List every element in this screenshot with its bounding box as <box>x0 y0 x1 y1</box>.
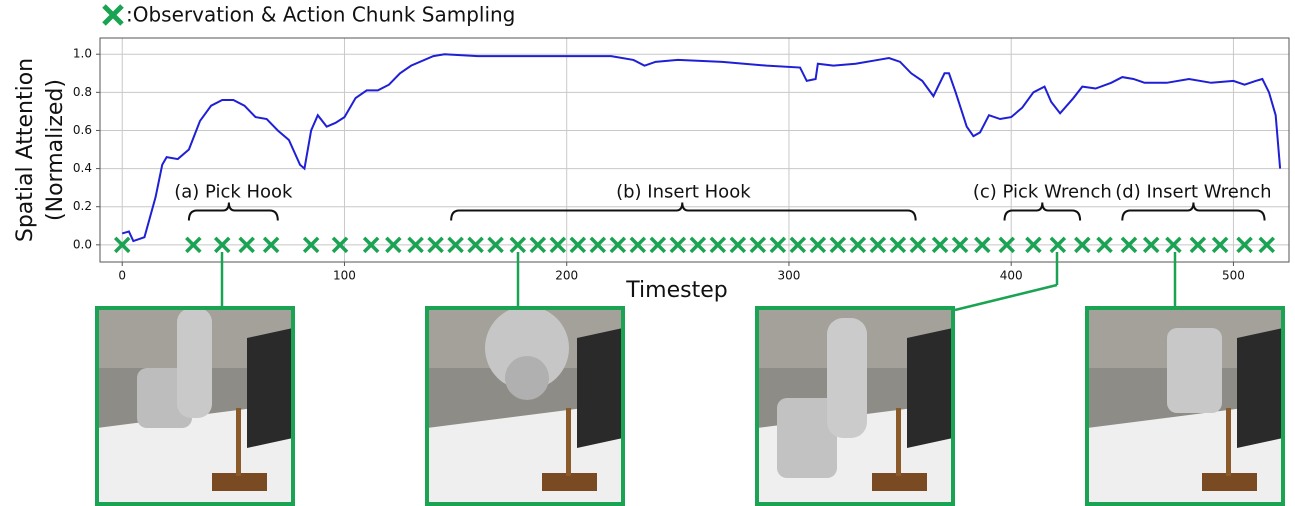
x-tick-label: 100 <box>333 269 356 283</box>
legend-label: :Observation & Action Chunk Sampling <box>126 3 515 27</box>
attention-line <box>122 54 1280 241</box>
x-tick-label: 300 <box>778 269 801 283</box>
x-tick-label: 400 <box>1000 269 1023 283</box>
x-tick-label: 200 <box>555 269 578 283</box>
image-panels <box>97 306 1283 504</box>
legend-marker <box>104 6 122 24</box>
annotation-label: (c) Pick Wrench <box>973 182 1112 203</box>
y-axis-label: Spatial Attention <box>13 58 38 242</box>
bracket <box>1122 203 1264 221</box>
annotation-label: (b) Insert Hook <box>616 182 751 203</box>
annotation-label: (a) Pick Hook <box>174 182 293 203</box>
image-panel <box>427 306 623 504</box>
x-axis-label: Timestep <box>625 278 727 303</box>
y-tick-label: 0.8 <box>73 85 92 99</box>
image-panel <box>1087 308 1283 504</box>
plot-frame <box>100 38 1289 262</box>
y-tick-label: 1.0 <box>73 47 92 61</box>
bracket <box>189 203 278 221</box>
image-panel <box>757 308 953 504</box>
annotation-label: (d) Insert Wrench <box>1115 182 1271 203</box>
legend: :Observation & Action Chunk Sampling <box>104 3 515 27</box>
y-tick-label: 0.2 <box>73 199 92 213</box>
x-tick-label: 500 <box>1222 269 1245 283</box>
y-tick-label: 0.4 <box>73 161 92 175</box>
y-tick-label: 0.0 <box>73 237 92 251</box>
image-panel <box>97 308 293 504</box>
y-tick-label: 0.6 <box>73 123 92 137</box>
x-tick-label: 0 <box>118 269 126 283</box>
bracket <box>451 203 915 221</box>
y-axis-label: (Normalized) <box>43 79 68 221</box>
bracket <box>1005 203 1081 221</box>
chart: :Observation & Action Chunk Sampling Tim… <box>0 0 1295 506</box>
